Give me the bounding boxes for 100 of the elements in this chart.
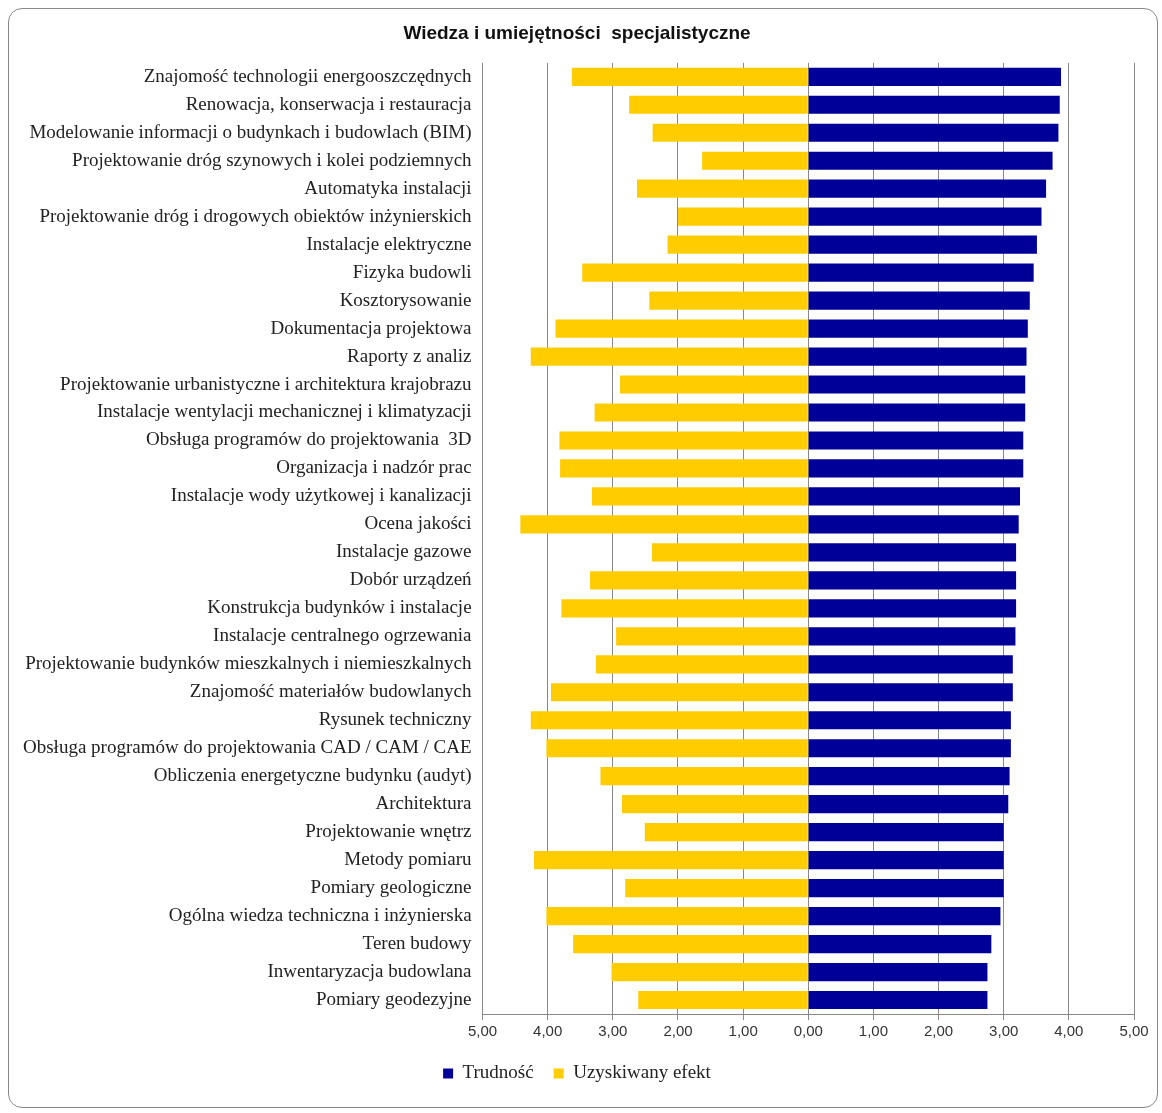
y-tick-label: Instalacje elektryczne — [306, 232, 472, 254]
bar — [808, 655, 1013, 674]
y-tick-label: Dobór urządzeń — [349, 568, 473, 590]
bar — [808, 739, 1011, 758]
bar — [808, 823, 1004, 842]
legend-label: Uzyskiwany efekt — [573, 1061, 712, 1083]
bar — [808, 403, 1026, 422]
bar — [636, 179, 808, 198]
y-tick-label: Dokumentacja projektowa — [270, 316, 473, 338]
x-tick-label: 2,00 — [923, 1022, 954, 1040]
bar — [702, 151, 808, 170]
bar — [534, 851, 808, 870]
bar — [620, 375, 808, 394]
bar — [808, 291, 1030, 310]
y-tick-label: Renowacja, konserwacja i restauracja — [185, 92, 473, 114]
bar — [590, 571, 808, 590]
bar — [808, 515, 1019, 534]
y-tick-label: Obsługa programów do projektowania 3D — [145, 428, 472, 450]
y-tick-label: Znajomość materiałów budowlanych — [189, 680, 473, 702]
y-tick-label: Rysunek techniczny — [318, 708, 473, 730]
bar — [808, 627, 1016, 646]
bar — [808, 599, 1017, 618]
x-tick-label: 1,00 — [728, 1022, 758, 1040]
x-tick-label: 3,00 — [989, 1022, 1019, 1040]
bar — [611, 962, 808, 982]
bar — [808, 459, 1024, 478]
bar — [808, 767, 1010, 786]
bar — [550, 683, 808, 702]
y-tick-label: Raporty z analiz — [347, 344, 472, 366]
bar — [808, 906, 1001, 926]
y-tick-label: Projektowanie budynków mieszkalnych i niemieszkalnych — [25, 652, 473, 674]
bar — [808, 543, 1017, 562]
bar — [808, 962, 988, 982]
bar — [559, 431, 808, 450]
bar — [808, 990, 988, 1010]
bar — [546, 906, 808, 926]
y-tick-label: Ogólna wiedza techniczna i inżynierska — [168, 904, 473, 926]
bar — [520, 515, 808, 534]
bar — [808, 123, 1059, 142]
bar — [808, 795, 1009, 814]
y-tick-label: Konstrukcja budynków i instalacje — [207, 596, 472, 618]
y-tick-label: Pomiary geologiczne — [310, 876, 472, 898]
bar — [561, 599, 808, 618]
y-tick-label: Instalacje wody użytkowej i kanalizacji — [170, 484, 472, 506]
bar — [530, 347, 808, 366]
bar — [582, 263, 808, 282]
bar — [808, 263, 1034, 282]
bar — [594, 403, 808, 422]
bar — [621, 795, 808, 814]
y-tick-label: Projektowanie dróg i drogowych obiektów inżynierskich — [39, 204, 473, 226]
y-tick-label: Teren budowy — [362, 932, 473, 954]
chart-title: Wiedza i umiejętności specjalistyczne — [403, 21, 751, 43]
bar — [644, 823, 808, 842]
y-tick-label: Ocena jakości — [364, 512, 472, 534]
y-tick-label: Instalacje wentylacji mechanicznej i klimatyzacji — [97, 400, 472, 422]
bar — [530, 711, 808, 730]
x-tick-label: 2,00 — [663, 1022, 693, 1040]
y-tick-label: Obliczenia energetyczne budynku (audyt) — [153, 764, 472, 787]
bar — [808, 179, 1047, 198]
bar — [677, 207, 808, 226]
bar — [573, 934, 808, 954]
bar — [808, 711, 1011, 730]
y-tick-label: Organizacja i nadzór prac — [276, 456, 472, 478]
bar — [625, 879, 808, 898]
bar — [667, 235, 808, 254]
bar — [555, 319, 808, 338]
bar — [592, 487, 808, 506]
y-tick-label: Kosztorysowanie — [339, 288, 472, 310]
x-tick-label: 5,00 — [1119, 1022, 1149, 1040]
y-tick-label: Inwentaryzacja budowlana — [267, 960, 473, 982]
y-tick-label: Projektowanie urbanistyczne i architektura krajobrazu — [60, 372, 473, 394]
y-tick-label: Automatyka instalacji — [304, 176, 472, 198]
bar — [808, 347, 1027, 366]
y-tick-label: Instalacje gazowe — [336, 540, 472, 562]
bar — [616, 627, 808, 646]
bar — [808, 879, 1004, 898]
legend-label: Trudność — [462, 1061, 534, 1083]
bar — [808, 487, 1020, 506]
bar — [808, 934, 992, 954]
bar — [808, 67, 1062, 86]
x-tick-label: 0,00 — [793, 1022, 823, 1040]
x-tick-label: 5,00 — [467, 1022, 498, 1040]
bar — [651, 543, 808, 562]
y-tick-label: Znajomość technologii energooszczędnych — [143, 64, 473, 86]
bar — [629, 95, 808, 114]
bar — [808, 319, 1028, 338]
y-tick-label: Obsługa programów do projektowania CAD / CAM / CAE — [23, 736, 472, 758]
y-tick-label: Instalacje centralnego ogrzewania — [213, 624, 473, 646]
bar — [808, 207, 1042, 226]
x-tick-label: 4,00 — [533, 1022, 563, 1040]
y-tick-label: Modelowanie informacji o budynkach i budowlach (BIM) — [29, 120, 472, 143]
y-tick-label: Projektowanie dróg szynowych i kolei podziemnych — [72, 148, 473, 170]
bar — [808, 375, 1026, 394]
bar — [600, 767, 808, 786]
x-tick-label: 3,00 — [598, 1022, 628, 1040]
y-tick-label: Metody pomiaru — [344, 848, 473, 870]
bar — [808, 95, 1060, 114]
bar — [595, 655, 808, 674]
bar — [560, 459, 808, 478]
bar — [808, 151, 1053, 170]
